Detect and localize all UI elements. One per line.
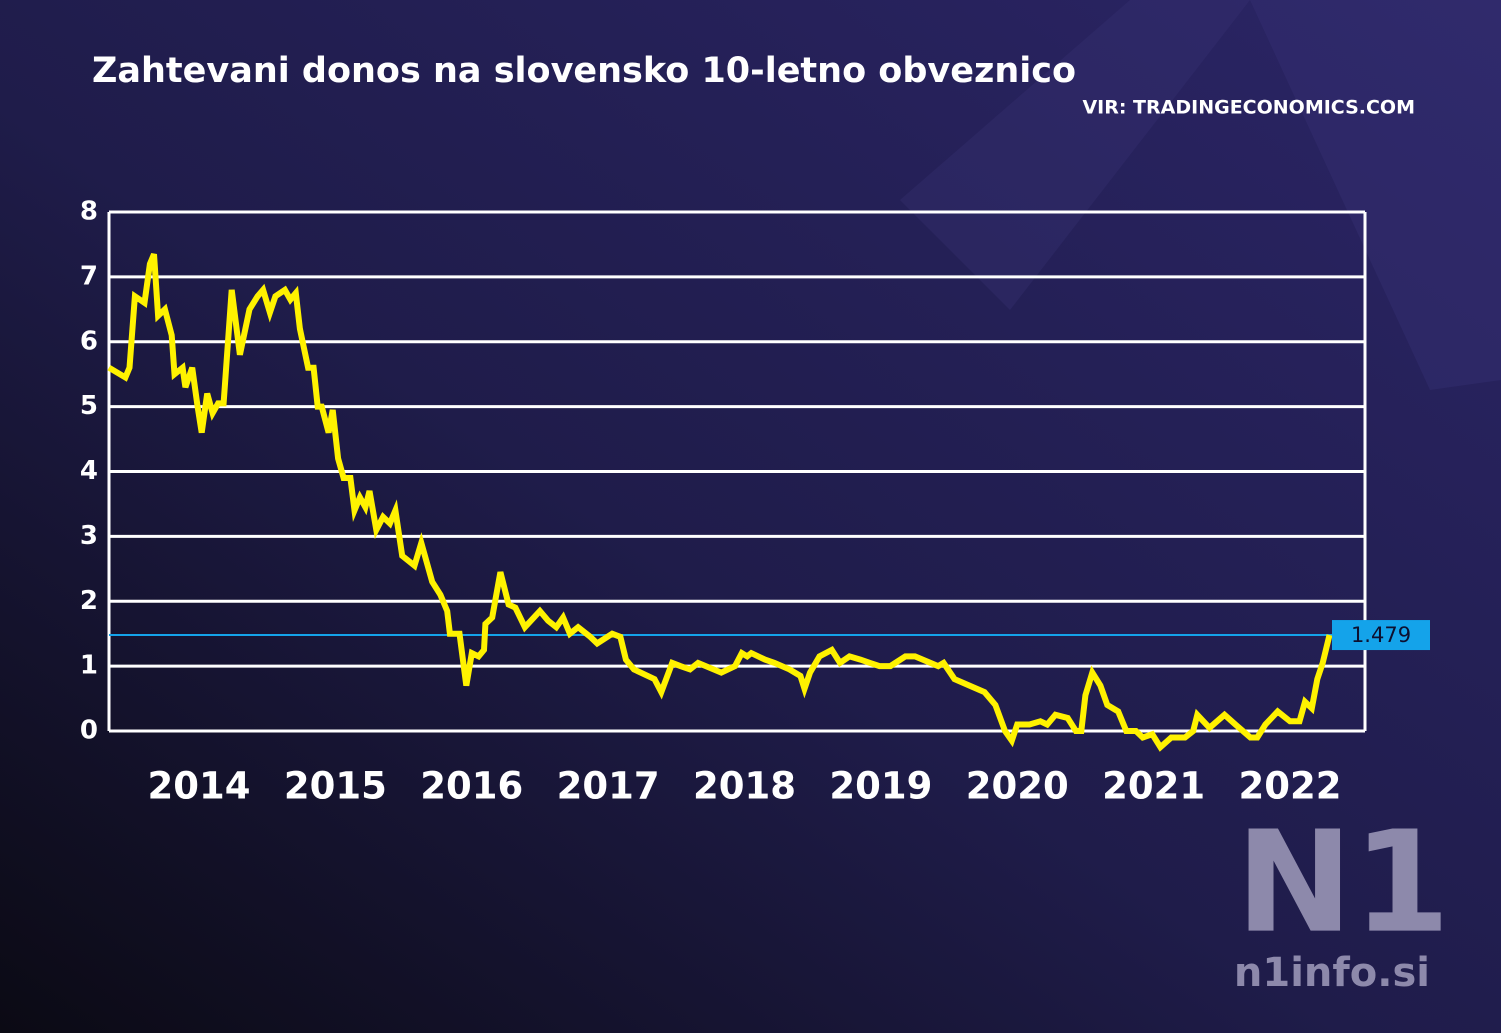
y-tick-label: 4 bbox=[80, 456, 98, 486]
source: VIR: TRADINGECONOMICS.COM bbox=[1082, 97, 1415, 119]
y-tick-label: 7 bbox=[80, 261, 98, 291]
y-tick-label: 6 bbox=[80, 326, 98, 356]
y-tick-label: 0 bbox=[80, 716, 98, 746]
x-tick-label: 2015 bbox=[284, 765, 387, 808]
decoration bbox=[900, 0, 1250, 310]
x-tick-label: 2014 bbox=[148, 765, 251, 808]
reference-label: 1.479 bbox=[1351, 623, 1411, 647]
x-tick-label: 2016 bbox=[420, 765, 523, 808]
y-tick-label: 3 bbox=[80, 521, 98, 551]
reference-label-box bbox=[1332, 620, 1430, 651]
x-tick-label: 2020 bbox=[966, 765, 1069, 808]
x-tick-label: 2019 bbox=[829, 765, 932, 808]
logo-caption: n1info.si bbox=[1234, 950, 1430, 996]
logo: N1 bbox=[1236, 802, 1451, 965]
y-tick-label: 5 bbox=[80, 391, 98, 421]
data-line bbox=[107, 253, 1333, 752]
y-tick-label: 8 bbox=[80, 197, 98, 227]
y-tick-label: 1 bbox=[80, 651, 98, 681]
x-tick-label: 2021 bbox=[1102, 765, 1205, 808]
chart-title: Zahtevani donos na slovensko 10-letno ob… bbox=[92, 51, 1076, 91]
x-tick-label: 2022 bbox=[1239, 765, 1342, 808]
decoration bbox=[1250, 0, 1501, 390]
x-tick-label: 2018 bbox=[693, 765, 796, 808]
y-tick-label: 2 bbox=[80, 586, 98, 616]
x-tick-label: 2017 bbox=[557, 765, 660, 808]
